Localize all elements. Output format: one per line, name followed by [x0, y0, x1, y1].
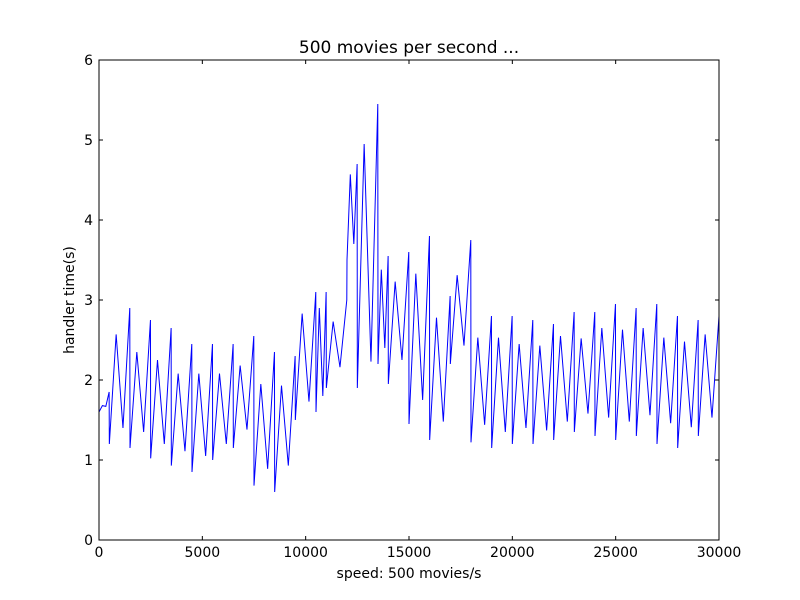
x-tick-label: 30000 [697, 545, 742, 561]
y-tick-label: 1 [84, 453, 93, 469]
y-tick-label: 0 [84, 533, 93, 549]
y-axis-label: handler time(s) [62, 246, 78, 354]
chart-title: 500 movies per second ... [299, 38, 519, 58]
y-tick-label: 5 [84, 133, 93, 149]
x-tick-label: 0 [95, 545, 104, 561]
x-tick-label: 25000 [593, 545, 638, 561]
y-tick-label: 3 [84, 293, 93, 309]
y-tick-label: 6 [84, 53, 93, 69]
x-tick-label: 20000 [490, 545, 535, 561]
x-tick-label: 15000 [387, 545, 432, 561]
y-tick-label: 2 [84, 373, 93, 389]
x-axis-label: speed: 500 movies/s [337, 566, 482, 582]
data-line [98, 103, 720, 493]
x-tick-label: 10000 [283, 545, 328, 561]
y-tick-label: 4 [84, 213, 93, 229]
x-tick-label: 5000 [185, 545, 221, 561]
